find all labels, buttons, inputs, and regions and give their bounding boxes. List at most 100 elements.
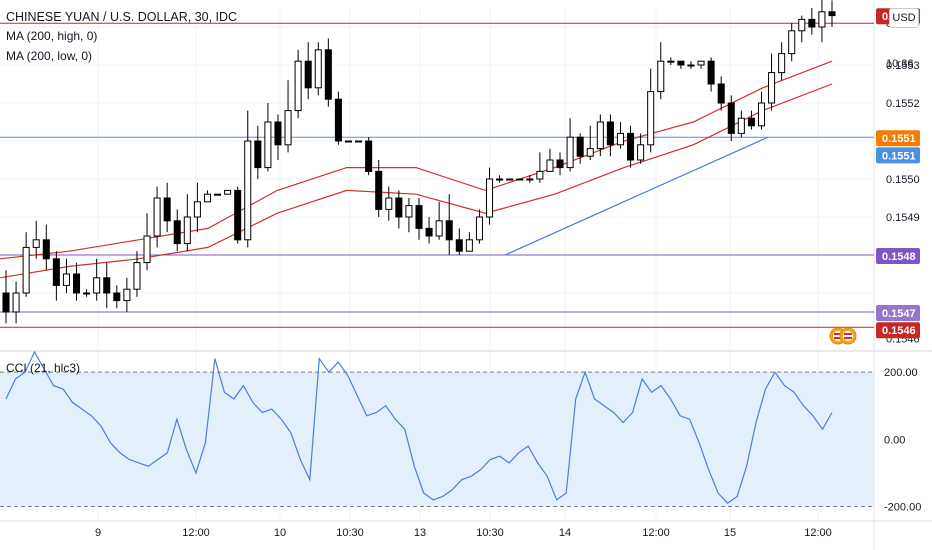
candle-body [768,72,776,104]
candle [254,125,262,179]
candle-body [546,159,554,172]
candle [647,68,655,153]
candle-body [193,201,201,218]
candle [496,175,504,183]
event-flags-icon[interactable] [829,326,857,346]
candle-body [566,136,574,169]
price-badge-label: 0.1547 [882,308,916,320]
candle-body [153,197,161,237]
cci-tick-label: 200.00 [884,367,918,379]
candle [32,220,40,259]
candle-body [294,60,302,112]
candle [42,224,50,271]
candle-body [52,258,60,286]
candle [516,178,524,181]
candle-body [657,60,665,93]
candle [687,61,695,69]
candle [52,251,60,301]
candle [627,125,635,168]
candle-body [496,178,504,181]
price-badge [876,305,920,321]
price-badge [876,248,920,264]
time-tick-label: 12:00 [804,527,832,539]
candle [314,42,322,96]
candle-body [737,117,745,134]
candle-body [808,18,816,28]
currency-badge[interactable]: USD [889,8,919,28]
candle [465,232,473,252]
time-tick-label: 10:30 [336,527,364,539]
candle [405,198,413,233]
cci-band [0,372,874,507]
candle-body [163,197,171,222]
candle-body [254,140,262,169]
candle [12,281,20,324]
candle [224,189,232,195]
candle [536,152,544,183]
time-tick-label: 10 [274,527,286,539]
candle [435,201,443,240]
candle [334,91,342,145]
candle-body [344,140,353,143]
candle-body [203,193,211,203]
candle [747,110,755,130]
candle [214,193,222,196]
candle-body [455,239,463,252]
candle [93,258,101,301]
cci-legend: CCI (21, hlc3) [6,361,81,375]
candle [637,133,645,164]
candle-body [72,273,81,294]
time-tick-label: 10:30 [476,527,504,539]
candle-body [586,148,594,157]
candle [757,91,766,130]
candle-body [234,189,242,241]
ma-line-low [0,83,833,279]
candle-body [788,30,796,55]
candle [375,160,383,217]
candle [556,152,564,176]
candle-body [355,140,363,143]
price-badge-label: 0.1551 [882,133,916,145]
ma-line-high [0,60,833,260]
candle [526,175,534,183]
candle-body [385,197,393,210]
cci-tick-label: -200.00 [884,502,921,514]
candle-body [173,220,181,245]
candle [818,0,826,43]
symbol-title: CHINESE YUAN / U.S. DOLLAR, 30, IDC [6,10,238,24]
price-badge-label: 0.1551 [882,150,916,162]
candle [274,114,282,160]
candle-body [62,273,70,286]
candle [264,103,272,172]
candle-body [284,110,292,146]
candle-body [596,121,604,150]
trendline [504,136,769,256]
time-tick-label: 12:00 [182,527,210,539]
candle [586,125,594,160]
candle-body [747,117,755,127]
candle-body [2,292,10,313]
candle-body [274,121,282,146]
candle-body [576,136,584,157]
candle [788,23,796,62]
candle [83,289,91,297]
candle [566,118,574,172]
candle [485,167,494,225]
candle [667,57,675,65]
candle-body [264,121,272,169]
time-tick-label: 15 [724,527,736,539]
candle-body [717,83,725,104]
candle [596,114,604,157]
candle-body [818,11,826,28]
candle [173,209,181,252]
candle-body [627,132,635,161]
candle-body [687,64,695,67]
ma-low-legend: MA (200, low, 0) [6,49,93,63]
candle [153,186,161,248]
candle [415,198,423,240]
time-tick-label: 13 [414,527,426,539]
candle-body [214,193,222,196]
candle-body [616,132,624,146]
candle [163,182,171,233]
